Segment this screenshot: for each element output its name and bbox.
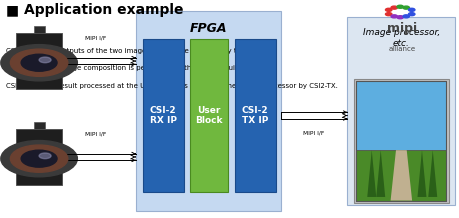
Bar [347, 17, 454, 205]
Bar [34, 26, 45, 33]
Circle shape [21, 54, 57, 71]
Polygon shape [417, 150, 425, 197]
Bar [356, 81, 445, 150]
Text: ■: ■ [6, 3, 19, 17]
Circle shape [390, 15, 397, 18]
Text: alliance: alliance [388, 46, 415, 52]
Text: and image composition is performed at the User circuit.: and image composition is performed at th… [6, 65, 239, 72]
Polygon shape [427, 150, 437, 197]
Circle shape [39, 57, 51, 63]
Circle shape [21, 150, 57, 167]
Circle shape [385, 8, 391, 11]
Text: CSI-2
RX IP: CSI-2 RX IP [150, 106, 176, 125]
Circle shape [390, 6, 397, 9]
Circle shape [396, 5, 403, 8]
Text: MIPI I/F: MIPI I/F [85, 132, 106, 136]
Polygon shape [375, 150, 384, 197]
Circle shape [402, 15, 409, 18]
Text: mipi: mipi [386, 22, 417, 35]
Circle shape [402, 6, 409, 9]
Circle shape [408, 8, 414, 11]
Text: MIPI I/F: MIPI I/F [85, 36, 106, 41]
Bar [234, 39, 275, 192]
Text: Image processor,
etc.: Image processor, etc. [362, 28, 439, 48]
Bar [142, 39, 184, 192]
Polygon shape [390, 150, 411, 201]
Text: FPGA: FPGA [189, 22, 226, 35]
Circle shape [11, 49, 67, 76]
Circle shape [11, 145, 67, 172]
Bar [353, 79, 448, 203]
Bar [135, 11, 280, 211]
Polygon shape [366, 150, 375, 197]
Circle shape [396, 16, 403, 19]
Text: CSI-2
TX IP: CSI-2 TX IP [241, 106, 268, 125]
Text: Application example: Application example [24, 3, 183, 17]
Circle shape [385, 13, 391, 16]
Bar [16, 129, 62, 185]
Bar [190, 39, 228, 192]
Text: CSI-2 RX : The outputs of the two image sensors are received by the CSI2-RX,: CSI-2 RX : The outputs of the two image … [6, 48, 276, 54]
Circle shape [39, 153, 51, 159]
Bar [356, 150, 445, 201]
Bar [16, 33, 62, 89]
Text: MIPI I/F: MIPI I/F [302, 131, 324, 135]
Text: User
Block: User Block [195, 106, 222, 125]
Circle shape [1, 141, 77, 177]
Bar [34, 122, 45, 129]
Bar [356, 81, 445, 201]
Circle shape [408, 13, 414, 16]
Circle shape [1, 45, 77, 81]
Text: CSI-2 TX : The result processed at the User circuit is output to the image proce: CSI-2 TX : The result processed at the U… [6, 83, 336, 89]
